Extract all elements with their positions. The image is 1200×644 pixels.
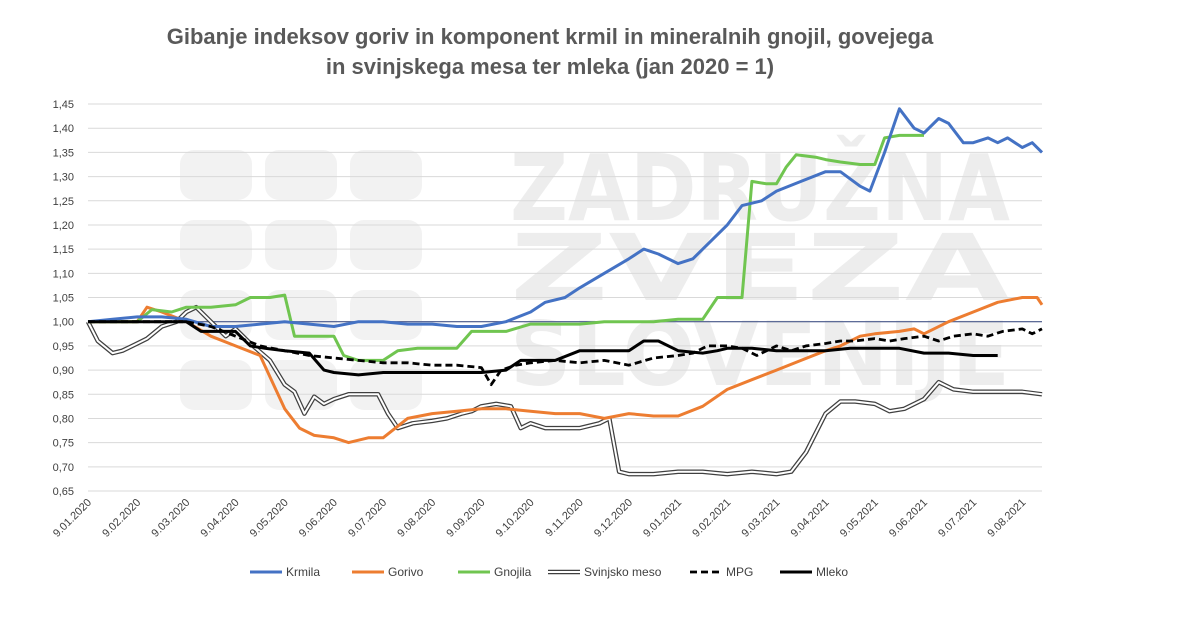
x-tick-label: 9.04.2021: [789, 497, 832, 540]
watermark-logo-block: [350, 290, 422, 340]
x-tick-label: 9.12.2020: [592, 497, 635, 540]
watermark-logo-block: [180, 220, 252, 270]
x-tick-label: 9.06.2020: [297, 497, 340, 540]
x-tick-label: 9.03.2020: [149, 497, 192, 540]
legend-label-svinjsko-meso: Svinjsko meso: [584, 565, 662, 579]
watermark-logo-block: [265, 220, 337, 270]
watermark-logo-block: [350, 360, 422, 410]
legend-label-gorivo: Gorivo: [388, 565, 424, 579]
series-line-gnojila: [88, 133, 924, 362]
x-tick-label: 9.07.2021: [936, 497, 979, 540]
y-tick-label: 1,10: [53, 268, 74, 280]
legend-label-mpg: MPG: [726, 565, 753, 579]
y-tick-label: 0,95: [53, 341, 74, 353]
y-tick-label: 1,40: [53, 123, 74, 135]
legend-label-krmila: Krmila: [286, 565, 320, 579]
x-tick-label: 9.02.2021: [690, 497, 733, 540]
legend-label-gnojila: Gnojila: [494, 565, 532, 579]
x-tick-label: 9.11.2020: [543, 497, 586, 540]
x-tick-label: 9.05.2020: [248, 497, 291, 540]
series-group: [85, 107, 1044, 477]
watermark-logo-block: [350, 150, 422, 200]
y-tick-label: 1,35: [53, 147, 74, 159]
y-tick-label: 0,70: [53, 462, 74, 474]
y-tick-label: 0,80: [53, 413, 74, 425]
series-line-svinjsko-meso-inner: [87, 306, 1043, 476]
y-tick-label: 1,05: [53, 293, 74, 305]
watermark-logo-block: [180, 360, 252, 410]
x-tick-label: 9.04.2020: [199, 497, 242, 540]
y-tick-label: 1,15: [53, 244, 74, 256]
x-tick-label: 9.01.2020: [51, 497, 94, 540]
series-line-mpg: [88, 320, 1043, 386]
watermark-text: ZVEZA: [510, 215, 1010, 322]
y-tick-label: 1,45: [53, 99, 74, 111]
watermark-logo-block: [350, 220, 422, 270]
series-line-krmila: [87, 107, 1044, 328]
x-tick-label: 9.07.2020: [346, 497, 389, 540]
chart-title-line-1: Gibanje indeksov goriv in komponent krmi…: [166, 24, 934, 49]
x-tick-label: 9.10.2020: [494, 497, 537, 540]
y-tick-label: 0,85: [53, 389, 74, 401]
x-tick-label: 9.09.2020: [444, 497, 487, 540]
y-tick-label: 1,00: [53, 317, 74, 329]
y-tick-label: 1,20: [53, 220, 74, 232]
series-line-mleko: [88, 320, 998, 377]
y-tick-label: 1,25: [53, 196, 74, 208]
watermark-logo-block: [265, 290, 337, 340]
chart-title-line-2: in svinjskega mesa ter mleka (jan 2020 =…: [325, 54, 775, 79]
x-tick-label: 9.06.2021: [887, 497, 930, 540]
x-tick-label: 9.03.2021: [739, 497, 782, 540]
series-line-gorivo: [88, 296, 1044, 445]
legend-label-mleko: Mleko: [816, 565, 848, 579]
y-tick-label: 1,30: [53, 172, 74, 184]
x-tick-label: 9.01.2021: [641, 497, 684, 540]
x-tick-label: 9.05.2021: [838, 497, 881, 540]
watermark-logo-block: [180, 150, 252, 200]
x-axis: 9.01.2020 9.02.2020 9.03.2020 9.04.2020 9.05…: [51, 497, 1028, 540]
x-tick-label: 9.08.2020: [395, 497, 438, 540]
watermark-logo-block: [265, 150, 337, 200]
x-tick-label: 9.02.2020: [100, 497, 143, 540]
y-axis: 1,45 1,40 1,35 1,30 1,25 1,20 1,15 1,10 1,05 1,00…: [53, 99, 74, 498]
y-tick-label: 0,90: [53, 365, 74, 377]
y-tick-label: 0,65: [53, 486, 74, 498]
x-tick-label: 9.08.2021: [985, 497, 1028, 540]
chart-title: Gibanje indeksov goriv in komponent krmi…: [0, 22, 1100, 82]
legend: Krmila Gorivo Gnojila Svinjsko meso MPG Mleko: [250, 565, 848, 579]
y-tick-label: 0,75: [53, 438, 74, 450]
